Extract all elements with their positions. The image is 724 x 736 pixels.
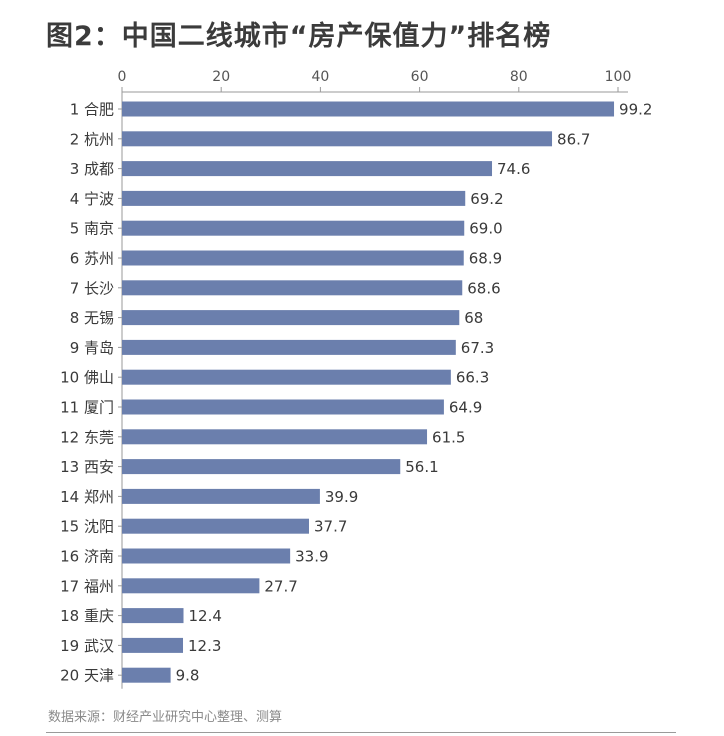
bottom-rule xyxy=(46,732,676,733)
bar xyxy=(122,667,171,683)
category-label: 7 长沙 xyxy=(70,279,114,297)
bar xyxy=(122,488,320,504)
bar xyxy=(122,578,260,594)
value-label: 69.2 xyxy=(470,190,503,208)
category-label: 15 沈阳 xyxy=(60,518,114,536)
bar xyxy=(122,608,184,624)
value-label: 68.9 xyxy=(469,250,502,268)
bar xyxy=(122,310,460,326)
value-label: 68.6 xyxy=(467,279,500,297)
value-label: 99.2 xyxy=(619,101,652,119)
category-label: 13 西安 xyxy=(60,458,114,476)
x-tick-label: 100 xyxy=(605,69,632,85)
bar xyxy=(122,131,553,147)
value-label: 67.3 xyxy=(461,339,494,357)
value-label: 56.1 xyxy=(405,458,438,476)
category-label: 11 厦门 xyxy=(60,399,114,417)
bar xyxy=(122,548,291,564)
bar-chart: 0 20 40 60 80 100 1 合肥 99.2 2 杭州 86.7 3 成都 74.6 4 宁波… xyxy=(60,69,652,689)
category-label: 9 青岛 xyxy=(70,339,114,357)
bar xyxy=(122,429,428,445)
category-label: 1 合肥 xyxy=(70,101,114,119)
category-label: 12 东莞 xyxy=(60,428,114,446)
x-tick-label: 20 xyxy=(212,69,230,85)
value-label: 39.9 xyxy=(325,488,358,506)
x-tick-label: 80 xyxy=(510,69,528,85)
chart-title: 图2：中国二线城市“房产保值力”排名榜 xyxy=(46,21,552,52)
bar xyxy=(122,161,493,177)
category-label: 2 杭州 xyxy=(70,130,114,148)
value-label: 66.3 xyxy=(456,369,489,387)
bar xyxy=(122,399,444,415)
bar xyxy=(122,250,464,266)
category-label: 16 济南 xyxy=(60,548,114,566)
bar xyxy=(122,518,309,534)
value-label: 69.0 xyxy=(469,220,502,238)
category-label: 20 天津 xyxy=(60,667,114,685)
value-label: 12.4 xyxy=(189,607,222,625)
value-label: 74.6 xyxy=(497,160,530,178)
x-tick-label: 0 xyxy=(118,69,127,85)
data-source-note: 数据来源：财经产业研究中心整理、测算 xyxy=(48,710,283,725)
category-label: 4 宁波 xyxy=(70,190,114,208)
category-label: 8 无锡 xyxy=(70,309,114,327)
category-label: 19 武汉 xyxy=(60,637,114,655)
value-label: 33.9 xyxy=(295,548,328,566)
category-label: 18 重庆 xyxy=(60,607,114,625)
bar xyxy=(122,101,615,117)
bar xyxy=(122,220,465,236)
category-label: 6 苏州 xyxy=(70,250,114,268)
value-label: 61.5 xyxy=(432,428,465,446)
bar xyxy=(122,280,463,296)
bar xyxy=(122,459,401,475)
x-tick-label: 40 xyxy=(311,69,329,85)
bar xyxy=(122,369,451,385)
value-label: 12.3 xyxy=(188,637,221,655)
value-label: 86.7 xyxy=(557,130,590,148)
bar xyxy=(122,190,466,206)
value-label: 68 xyxy=(464,309,483,327)
category-label: 17 福州 xyxy=(60,577,114,595)
value-label: 9.8 xyxy=(176,667,200,685)
bar xyxy=(122,637,184,653)
value-label: 37.7 xyxy=(314,518,347,536)
value-label: 64.9 xyxy=(449,399,482,417)
x-tick-label: 60 xyxy=(411,69,429,85)
category-label: 5 南京 xyxy=(70,220,114,238)
value-label: 27.7 xyxy=(264,577,297,595)
category-label: 14 郑州 xyxy=(60,488,114,506)
category-label: 10 佛山 xyxy=(60,369,114,387)
bar xyxy=(122,339,456,355)
category-label: 3 成都 xyxy=(70,160,114,178)
